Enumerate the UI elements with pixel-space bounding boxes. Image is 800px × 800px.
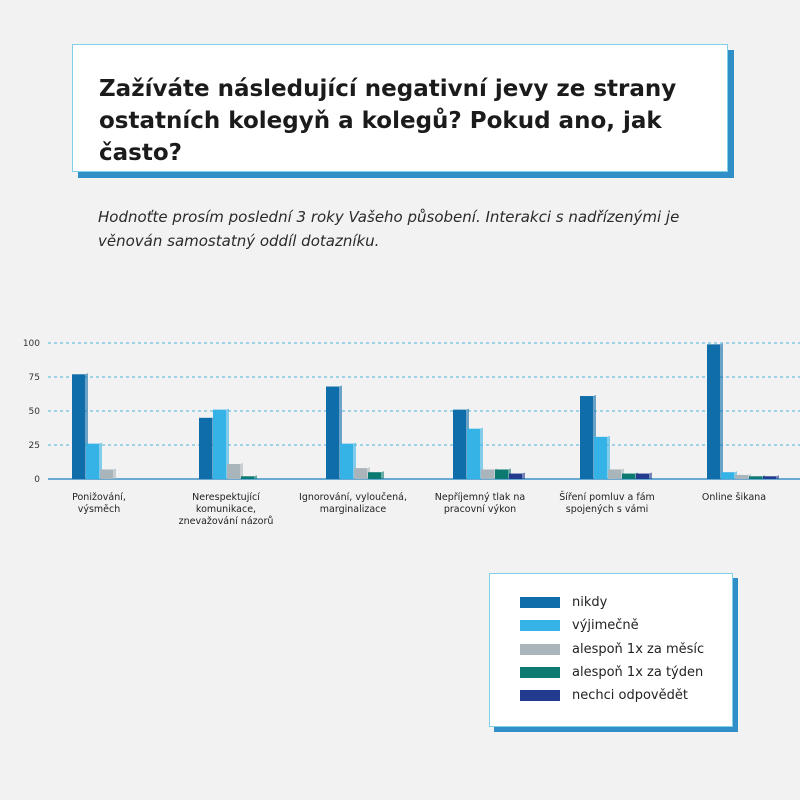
bar [608, 469, 621, 479]
title-box: Zažíváte následující negativní jevy ze s… [72, 44, 728, 172]
category-label: Ponižování, výsměch [72, 492, 126, 515]
bar-side [776, 475, 779, 479]
bar [354, 468, 367, 479]
bar [495, 469, 508, 479]
legend-swatch [520, 620, 560, 632]
bar [86, 443, 99, 479]
legend-label: výjimečně [572, 618, 639, 634]
category-label: Ignorování, vyloučená, marginalizace [299, 492, 407, 515]
category-label: Nepříjemný tlak na pracovní výkon [435, 492, 525, 515]
bar [580, 396, 593, 479]
legend-swatch [520, 690, 560, 702]
page-title: Zažíváte následující negativní jevy ze s… [99, 76, 677, 166]
legend-item: nechci odpovědět [520, 684, 732, 707]
bar [199, 417, 212, 479]
category-label: Online šikana [702, 492, 766, 503]
bar-side [720, 343, 723, 479]
bar [735, 474, 748, 479]
legend-item: nikdy [520, 591, 732, 614]
page-subtitle: Hodnoťte prosím poslední 3 roky Vašeho p… [98, 208, 680, 250]
legend-label: nechci odpovědět [572, 688, 688, 704]
bar [467, 428, 480, 479]
legend-swatch [520, 597, 560, 609]
legend-swatch [520, 643, 560, 655]
y-tick-label: 25 [29, 441, 40, 451]
category-label: Nerespektující komunikace, znevažování náz… [179, 492, 274, 527]
bar-side [240, 463, 243, 479]
bar-side [607, 435, 610, 479]
bar [481, 469, 494, 479]
legend-label: nikdy [572, 595, 608, 611]
y-tick-label: 0 [34, 475, 40, 485]
bar [227, 464, 240, 479]
bar-side [649, 472, 652, 479]
legend-item: alespoň 1x za měsíc [520, 638, 732, 661]
y-tick-label: 100 [23, 339, 40, 349]
bar [509, 473, 522, 479]
legend-item: alespoň 1x za týden [520, 661, 732, 684]
bar-side [381, 471, 384, 479]
bar [100, 469, 113, 479]
bar-side [480, 427, 483, 479]
bar [453, 409, 466, 479]
legend-label: alespoň 1x za měsíc [572, 641, 705, 657]
y-tick-label: 50 [29, 407, 41, 417]
bar [213, 409, 226, 479]
bar-chart: 0 25 50 75 100 Ponižování, výsměch Nerespektují… [23, 339, 800, 527]
legend-item: výjimečně [520, 614, 732, 637]
bar [241, 476, 254, 479]
bar-side [113, 468, 116, 479]
bar-side [522, 472, 525, 479]
legend-swatch [520, 667, 560, 679]
bar [368, 472, 381, 479]
bar [326, 386, 339, 479]
y-tick-label: 75 [29, 373, 40, 383]
bar [707, 344, 720, 479]
bar [622, 473, 635, 479]
bar-side [226, 408, 229, 479]
bar [594, 436, 607, 479]
category-label: Šíření pomluv a fám spojených s vámi [559, 491, 655, 515]
bar [340, 443, 353, 479]
bar-side [254, 475, 257, 479]
bar [721, 472, 734, 479]
bar [72, 374, 85, 479]
bar [763, 476, 776, 479]
legend-label: alespoň 1x za týden [572, 665, 704, 681]
bar [636, 473, 649, 479]
bar [749, 476, 762, 479]
legend: nikdy výjimečně alespoň 1x za měsíc alespoň… [489, 573, 733, 727]
